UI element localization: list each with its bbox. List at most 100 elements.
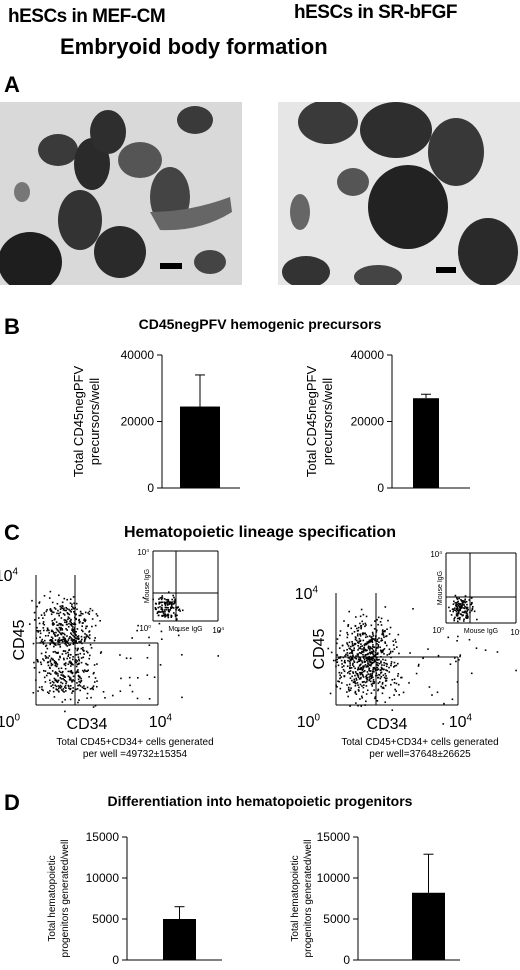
event-dot bbox=[69, 643, 72, 646]
event-dot bbox=[354, 671, 357, 673]
event-dot bbox=[366, 678, 368, 681]
event-dot bbox=[119, 690, 122, 693]
event-dot bbox=[339, 674, 341, 677]
event-dot bbox=[54, 635, 57, 637]
event-dot bbox=[383, 661, 385, 664]
event-dot bbox=[388, 653, 391, 655]
event-dot bbox=[58, 614, 61, 617]
event-dot bbox=[102, 691, 105, 693]
event-dot bbox=[75, 637, 77, 639]
event-dot bbox=[374, 653, 377, 656]
event-dot bbox=[361, 645, 364, 647]
event-dot bbox=[353, 649, 355, 651]
event-dot bbox=[355, 639, 358, 642]
event-dot bbox=[73, 631, 75, 634]
event-dot bbox=[363, 632, 365, 635]
event-dot bbox=[364, 654, 367, 657]
event-dot bbox=[380, 651, 383, 654]
event-dot bbox=[367, 652, 369, 655]
inset-event-dot bbox=[465, 612, 468, 615]
event-dot bbox=[422, 657, 424, 660]
event-dot bbox=[359, 668, 361, 671]
inset-event-dot bbox=[166, 613, 169, 616]
event-dot bbox=[50, 630, 53, 633]
event-dot bbox=[457, 635, 459, 638]
event-dot bbox=[51, 640, 54, 642]
inset-event-dot bbox=[461, 600, 464, 602]
event-dot bbox=[372, 646, 375, 648]
event-dot bbox=[362, 686, 365, 689]
event-dot bbox=[366, 689, 369, 692]
event-dot bbox=[357, 674, 359, 677]
event-dot bbox=[380, 661, 382, 664]
inset-event-dot bbox=[453, 609, 455, 611]
event-dot bbox=[73, 623, 75, 626]
event-dot bbox=[385, 635, 387, 638]
event-dot bbox=[77, 663, 80, 665]
event-dot bbox=[64, 667, 67, 670]
event-dot bbox=[347, 625, 349, 628]
inset-event-dot bbox=[164, 604, 167, 607]
event-dot bbox=[382, 686, 384, 689]
inset-event-dot bbox=[460, 606, 462, 608]
event-dot bbox=[52, 658, 55, 661]
event-dot bbox=[52, 611, 55, 614]
event-dot bbox=[45, 651, 47, 654]
y-tick-label: 10000 bbox=[317, 871, 351, 885]
event-dot bbox=[376, 666, 379, 669]
event-dot bbox=[31, 599, 33, 602]
event-dot bbox=[63, 658, 65, 661]
event-dot bbox=[341, 666, 344, 668]
event-dot bbox=[136, 697, 139, 700]
event-dot bbox=[91, 609, 94, 612]
event-dot bbox=[362, 670, 365, 673]
inset-event-dot bbox=[167, 614, 170, 617]
event-dot bbox=[71, 603, 73, 606]
event-dot bbox=[372, 676, 374, 679]
event-dot bbox=[72, 658, 74, 661]
event-dot bbox=[58, 622, 61, 625]
event-dot bbox=[70, 632, 72, 634]
event-dot bbox=[96, 680, 98, 682]
event-dot bbox=[367, 663, 370, 665]
event-dot bbox=[350, 649, 353, 651]
event-dot bbox=[368, 647, 370, 650]
event-dot bbox=[365, 693, 368, 695]
event-dot bbox=[59, 687, 62, 689]
event-dot bbox=[56, 634, 59, 637]
event-dot bbox=[352, 654, 354, 656]
event-dot bbox=[53, 659, 56, 662]
event-dot bbox=[357, 644, 359, 647]
event-dot bbox=[348, 656, 351, 659]
event-dot bbox=[455, 660, 457, 663]
event-dot bbox=[51, 680, 54, 683]
event-dot bbox=[56, 665, 58, 667]
event-dot bbox=[362, 657, 365, 659]
event-dot bbox=[365, 657, 368, 659]
event-dot bbox=[63, 676, 66, 678]
event-dot bbox=[354, 657, 356, 659]
event-dot bbox=[400, 676, 402, 679]
inset-event-dot bbox=[172, 607, 175, 609]
inset-event-dot bbox=[454, 602, 457, 604]
event-dot bbox=[363, 669, 366, 672]
event-dot bbox=[358, 651, 361, 654]
event-dot bbox=[365, 666, 367, 668]
event-dot bbox=[81, 642, 83, 645]
event-dot bbox=[391, 709, 394, 711]
inset-event-dot bbox=[465, 617, 468, 619]
event-dot bbox=[87, 612, 89, 614]
event-dot bbox=[54, 661, 57, 663]
y-axis-label: precursors/well bbox=[87, 378, 102, 466]
event-dot bbox=[456, 639, 458, 642]
event-dot bbox=[348, 610, 351, 613]
event-dot bbox=[51, 619, 54, 622]
event-dot bbox=[427, 648, 429, 650]
scale-bar bbox=[436, 267, 456, 273]
event-dot bbox=[347, 686, 350, 689]
event-dot bbox=[382, 630, 385, 633]
inset-event-dot bbox=[456, 617, 459, 620]
event-dot bbox=[58, 626, 61, 629]
y-axis-label: Total hematopoietic bbox=[47, 855, 58, 941]
inset-event-dot bbox=[170, 616, 173, 618]
